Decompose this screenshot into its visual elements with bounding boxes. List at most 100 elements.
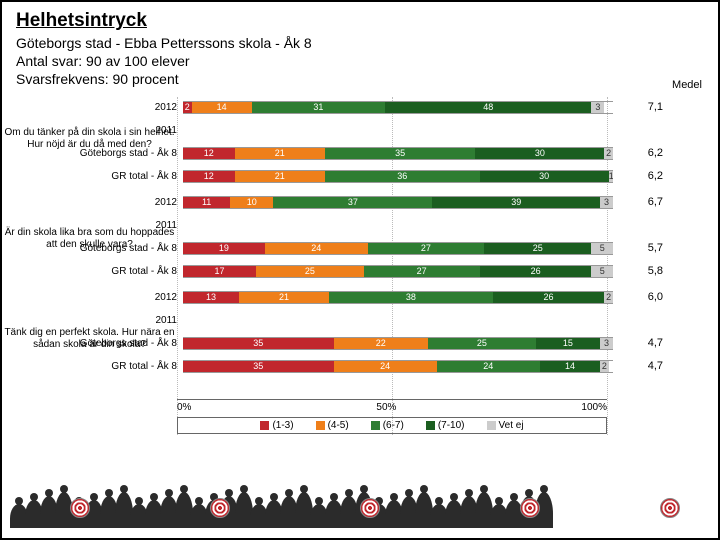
bar-segment: 24 xyxy=(437,361,540,372)
legend: (1-3) (4-5) (6-7) (7-10) Vet ej xyxy=(177,417,607,434)
legend-label: (7-10) xyxy=(438,420,465,431)
row-label: 2012 xyxy=(2,197,183,208)
header: Helhetsintryck Göteborgs stad - Ebba Pet… xyxy=(2,2,718,93)
bar-segment: 38 xyxy=(329,292,492,303)
row-label: 2011 xyxy=(2,315,183,326)
bar-segment: 35 xyxy=(183,361,334,372)
question-label: Tänk dig en perfekt skola. Hur nära en s… xyxy=(2,327,177,350)
bar-segment: 17 xyxy=(183,266,256,277)
stacked-bar xyxy=(183,219,613,232)
stacked-bar: 192427255 xyxy=(183,242,613,255)
bar-segment: 35 xyxy=(325,148,476,159)
bar-segment: 3 xyxy=(600,338,613,349)
bar-segment: 5 xyxy=(591,243,613,254)
stacked-bar xyxy=(183,124,613,137)
chart-area: Medel Om du tänker på din skola i sin he… xyxy=(2,97,720,477)
bar-segment: 2 xyxy=(183,102,192,113)
bar-segment: 25 xyxy=(428,338,536,349)
mean-value: 6,2 xyxy=(613,170,671,182)
bar-segment: 15 xyxy=(536,338,601,349)
bar-segment: 35 xyxy=(183,338,334,349)
bar-segment: 48 xyxy=(385,102,591,113)
legend-swatch xyxy=(316,421,325,430)
bar-segment: 19 xyxy=(183,243,265,254)
bar-segment: 2 xyxy=(600,361,609,372)
bar-segment: 27 xyxy=(364,266,480,277)
row-label: GR total - Åk 8 xyxy=(2,361,183,372)
bar-row: GR total - Åk 81725272655,8 xyxy=(2,261,720,281)
target-icon xyxy=(520,498,540,518)
question-group: Tänk dig en perfekt skola. Hur nära en s… xyxy=(2,287,720,376)
legend-item: (7-10) xyxy=(426,420,465,431)
legend-label: (1-3) xyxy=(272,420,293,431)
axis-tick: 50% xyxy=(376,402,396,413)
legend-label: (4-5) xyxy=(328,420,349,431)
bar-segment: 13 xyxy=(183,292,239,303)
stacked-bar: 172527265 xyxy=(183,265,613,278)
bar-segment: 21 xyxy=(239,292,329,303)
subtitle-2: Antal svar: 90 av 100 elever xyxy=(16,52,704,70)
subtitle-3: Svarsfrekvens: 90 procent xyxy=(16,70,704,88)
target-icon xyxy=(70,498,90,518)
legend-item: (1-3) xyxy=(260,420,293,431)
legend-swatch xyxy=(487,421,496,430)
bar-segment: 12 xyxy=(183,148,235,159)
mean-value: 6,0 xyxy=(613,291,671,303)
bar-segment: 30 xyxy=(480,171,609,182)
bar-segment: 37 xyxy=(273,197,432,208)
mean-value: 6,2 xyxy=(613,147,671,159)
bar-segment: 30 xyxy=(475,148,604,159)
stacked-bar: 352225153 xyxy=(183,337,613,350)
question-group: Är din skola lika bra som du hoppades at… xyxy=(2,192,720,281)
mean-value: 4,7 xyxy=(613,337,671,349)
row-label: 2012 xyxy=(2,292,183,303)
bar-segment: 26 xyxy=(493,292,605,303)
bar-segment: 12 xyxy=(183,171,235,182)
legend-item: (6-7) xyxy=(371,420,404,431)
bar-segment: 24 xyxy=(265,243,368,254)
bar-segment: 3 xyxy=(591,102,604,113)
legend-label: Vet ej xyxy=(499,420,524,431)
bar-row: GR total - Åk 83524241424,7 xyxy=(2,356,720,376)
footer-silhouettes xyxy=(10,492,710,532)
legend-item: (4-5) xyxy=(316,420,349,431)
mean-value: 7,1 xyxy=(613,101,671,113)
bar-segment: 3 xyxy=(600,197,613,208)
stacked-bar: 352424142 xyxy=(183,360,613,373)
bar-segment: 14 xyxy=(540,361,600,372)
bar-segment: 25 xyxy=(256,266,364,277)
stacked-bar xyxy=(183,314,613,327)
bar-segment: 22 xyxy=(334,338,429,349)
bar-row: 20121110373936,7 xyxy=(2,192,720,212)
x-axis: 0%50%100% xyxy=(177,399,607,413)
bar-row: 2012214314837,1 xyxy=(2,97,720,117)
stacked-bar: 21431483 xyxy=(183,101,613,114)
stacked-bar: 122135302 xyxy=(183,147,613,160)
bar-segment: 2 xyxy=(604,148,613,159)
mean-value: 5,8 xyxy=(613,265,671,277)
row-label: GR total - Åk 8 xyxy=(2,171,183,182)
legend-label: (6-7) xyxy=(383,420,404,431)
legend-item: Vet ej xyxy=(487,420,524,431)
question-label: Om du tänker på din skola i sin helhet. … xyxy=(2,127,177,150)
legend-swatch xyxy=(371,421,380,430)
stacked-bar: 122136301 xyxy=(183,170,613,183)
bar-segment: 21 xyxy=(235,148,325,159)
bar-row: GR total - Åk 81221363016,2 xyxy=(2,166,720,186)
target-icon xyxy=(210,498,230,518)
bar-segment: 11 xyxy=(183,197,230,208)
bar-segment: 10 xyxy=(230,197,273,208)
page-title: Helhetsintryck xyxy=(16,10,704,32)
row-label: GR total - Åk 8 xyxy=(2,266,183,277)
bar-segment: 39 xyxy=(432,197,600,208)
bar-segment: 27 xyxy=(368,243,484,254)
question-label: Är din skola lika bra som du hoppades at… xyxy=(2,227,177,250)
axis-tick: 0% xyxy=(177,402,191,413)
gridline-0 xyxy=(177,97,178,435)
mean-value: 4,7 xyxy=(613,360,671,372)
medel-header: Medel xyxy=(672,79,702,91)
bar-row: 20121321382626,0 xyxy=(2,287,720,307)
bar-segment: 26 xyxy=(480,266,592,277)
question-group: Om du tänker på din skola i sin helhet. … xyxy=(2,97,720,186)
bar-segment: 2 xyxy=(604,292,613,303)
